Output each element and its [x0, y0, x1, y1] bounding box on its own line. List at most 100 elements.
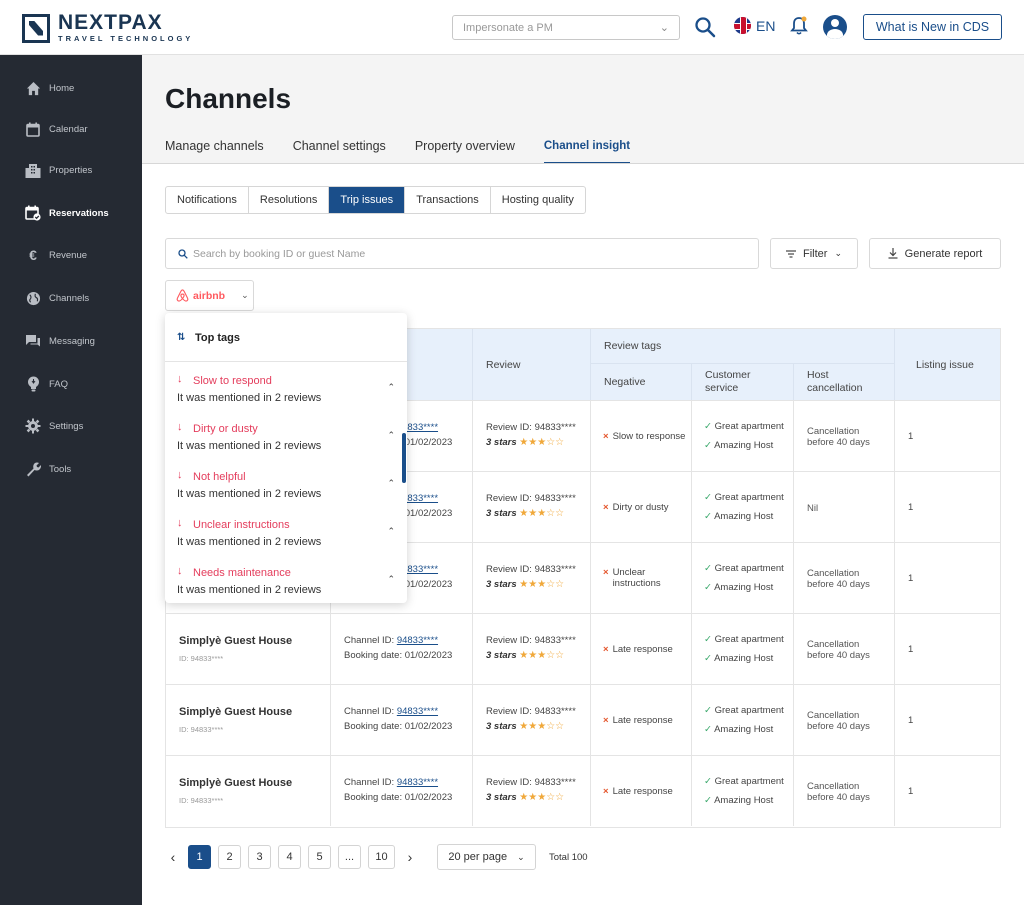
star-icon: ☆ — [555, 792, 565, 803]
impersonate-select[interactable]: Impersonate a PM ⌄ — [452, 15, 680, 40]
per-page-select[interactable]: 20 per page ⌄ — [437, 844, 536, 870]
chevron-up-icon[interactable]: ⌃ — [387, 526, 395, 536]
user-avatar-icon[interactable] — [823, 15, 847, 39]
chevron-up-icon[interactable]: ⌃ — [387, 574, 395, 584]
channel-id-link[interactable]: 94833**** — [396, 422, 439, 433]
chevron-up-icon[interactable]: ⌃ — [387, 478, 395, 488]
channel-tabs: Manage channels Channel settings Propert… — [165, 139, 659, 164]
sidebar-item-tools[interactable]: Tools — [0, 451, 142, 487]
tag-item[interactable]: ↓ Slow to respond It was mentioned in 2 … — [165, 373, 407, 421]
page-button[interactable]: 5 — [308, 845, 331, 869]
tag-item[interactable]: ↓ Dirty or dusty It was mentioned in 2 r… — [165, 421, 407, 469]
star-icon: ★ — [537, 508, 547, 519]
page-button[interactable]: 1 — [188, 845, 211, 869]
page-button[interactable]: 3 — [248, 845, 271, 869]
sidebar-item-label: Settings — [49, 420, 84, 432]
segment-hosting-quality[interactable]: Hosting quality — [501, 194, 574, 206]
tab-property-overview[interactable]: Property overview — [414, 139, 515, 153]
listing-issue-value: 1 — [908, 715, 914, 726]
check-icon: ✓ — [704, 634, 712, 645]
search-icon[interactable] — [694, 16, 716, 38]
filter-button[interactable]: Filter ⌄ — [770, 238, 858, 269]
sidebar-item-channels[interactable]: Channels — [0, 280, 142, 316]
listing-issue-cell: 1 — [894, 401, 1000, 471]
page-button[interactable]: 2 — [218, 845, 241, 869]
search-input[interactable] — [193, 239, 743, 268]
sidebar: Home Calendar Properties Reservations € … — [0, 55, 142, 905]
sidebar-item-label: Home — [49, 82, 75, 94]
tab-channel-insight[interactable]: Channel insight — [543, 139, 631, 164]
booking-date: Booking date: 01/02/2023 — [344, 650, 453, 661]
tag-name: Not helpful — [193, 471, 246, 483]
channel-id-label: Channel ID: — [344, 635, 397, 646]
logo-mark-icon — [22, 13, 50, 43]
star-icon: ★ — [528, 792, 538, 803]
page-button[interactable]: 4 — [278, 845, 301, 869]
notification-bell-icon[interactable] — [790, 16, 808, 36]
host-cancellation-value: Cancellation — [807, 781, 860, 792]
tag-item[interactable]: ↓ Needs maintenance It was mentioned in … — [165, 565, 407, 613]
lightbulb-icon — [25, 376, 41, 392]
chevron-left-icon[interactable]: ‹ — [170, 849, 176, 865]
tag-item[interactable]: ↓ Unclear instructions It was mentioned … — [165, 517, 407, 565]
language-selector[interactable]: EN — [734, 17, 775, 34]
sidebar-item-revenue[interactable]: € Revenue — [0, 237, 142, 273]
airbnb-logo-icon — [176, 289, 189, 302]
star-icon: ★ — [519, 437, 529, 448]
segment-notifications[interactable]: Notifications — [166, 187, 249, 213]
sidebar-item-settings[interactable]: Settings — [0, 408, 142, 444]
top-tags-title: Top tags — [195, 332, 241, 344]
arrow-down-icon: ↓ — [177, 565, 183, 577]
dropdown-scrollbar[interactable] — [402, 433, 406, 483]
channel-select[interactable]: airbnb ⌄ — [165, 280, 254, 311]
chevron-right-icon[interactable]: › — [407, 849, 413, 865]
brand-name: NEXTPAX — [58, 11, 163, 34]
tab-channel-settings[interactable]: Channel settings — [292, 139, 386, 153]
channel-id-link[interactable]: 94833**** — [396, 777, 439, 788]
segment-resolutions[interactable]: Resolutions — [249, 187, 330, 213]
property-name: Simplyè Guest House — [179, 635, 293, 647]
uk-flag-icon — [734, 17, 751, 34]
table-row[interactable]: Simplyè Guest House ID: 94833**** Channel … — [166, 684, 1000, 755]
sidebar-item-reservations[interactable]: Reservations — [0, 195, 142, 231]
check-icon: ✓ — [704, 795, 712, 806]
rating: 3 stars ★★★☆☆ — [486, 721, 564, 732]
tag-desc: It was mentioned in 2 reviews — [177, 392, 322, 404]
chevron-up-icon[interactable]: ⌃ — [387, 430, 395, 440]
booking-cell: Channel ID: 94833**** Booking date: 01/02… — [330, 685, 472, 755]
star-icon: ★ — [519, 650, 529, 661]
page-button[interactable]: 10 — [368, 845, 395, 869]
negative-tag: × Late response — [603, 715, 688, 726]
channel-id-link[interactable]: 94833**** — [396, 706, 439, 717]
channel-id-link[interactable]: 94833**** — [396, 635, 439, 646]
table-row[interactable]: Simplyè Guest House ID: 94833**** Channel … — [166, 755, 1000, 826]
channel-id-link[interactable]: 94833**** — [396, 564, 439, 575]
nextpax-logo[interactable]: NEXTPAX TRAVEL TECHNOLOGY — [22, 11, 193, 43]
sidebar-item-home[interactable]: Home — [0, 70, 142, 106]
tab-manage-channels[interactable]: Manage channels — [165, 139, 264, 153]
sidebar-item-faq[interactable]: FAQ — [0, 366, 142, 402]
star-icon: ★ — [528, 508, 538, 519]
booking-cell: Channel ID: 94833**** Booking date: 01/02… — [330, 614, 472, 684]
sidebar-item-messaging[interactable]: Messaging — [0, 323, 142, 359]
chevron-up-icon[interactable]: ⌃ — [387, 382, 395, 392]
sidebar-item-calendar[interactable]: Calendar — [0, 111, 142, 147]
segment-trip-issues[interactable]: Trip issues — [329, 187, 406, 213]
booking-search — [165, 238, 759, 269]
whats-new-button[interactable]: What is New in CDS — [863, 14, 1002, 40]
listing-issue-value: 1 — [908, 573, 914, 584]
segment-transactions[interactable]: Transactions — [405, 187, 491, 213]
channel-id-link[interactable]: 94833**** — [396, 493, 439, 504]
page-title: Channels — [165, 83, 292, 114]
page-ellipsis[interactable]: ... — [338, 845, 361, 869]
negative-tag: × Slow to response — [603, 431, 688, 442]
sidebar-item-properties[interactable]: Properties — [0, 152, 142, 188]
channel-id-label: Channel ID: — [344, 706, 397, 717]
generate-report-button[interactable]: Generate report — [869, 238, 1001, 269]
listing-issue-value: 1 — [908, 431, 914, 442]
arrow-down-icon: ↓ — [177, 373, 183, 385]
customer-service-tag-label: Great apartment — [714, 776, 784, 787]
table-row[interactable]: Simplyè Guest House ID: 94833**** Channel … — [166, 613, 1000, 684]
customer-service-tag: ✓ Amazing Host — [704, 795, 773, 806]
tag-item[interactable]: ↓ Not helpful It was mentioned in 2 revi… — [165, 469, 407, 517]
